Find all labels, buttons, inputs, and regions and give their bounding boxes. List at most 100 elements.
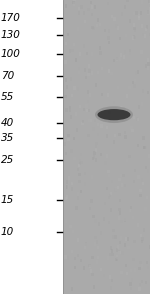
Bar <box>129 19 131 23</box>
Bar <box>117 107 120 111</box>
Bar <box>80 259 82 263</box>
Bar <box>91 255 94 259</box>
Bar <box>67 256 69 260</box>
Bar <box>109 253 111 256</box>
Bar <box>73 2 75 6</box>
Bar <box>121 12 123 16</box>
Bar <box>141 102 143 106</box>
Bar <box>89 204 92 208</box>
Bar <box>95 148 97 151</box>
Bar <box>123 56 125 59</box>
Bar <box>145 280 147 284</box>
Bar <box>88 69 91 73</box>
Bar <box>139 189 142 192</box>
Bar <box>71 94 74 97</box>
Bar <box>104 202 106 206</box>
Bar <box>78 66 80 70</box>
Bar <box>84 246 86 249</box>
Bar <box>110 246 112 250</box>
Bar <box>77 88 79 91</box>
Bar <box>71 253 74 257</box>
Bar <box>81 122 84 126</box>
Bar <box>133 36 136 39</box>
Bar <box>78 173 81 176</box>
Bar <box>126 159 128 163</box>
Text: 170: 170 <box>1 13 21 23</box>
Bar <box>80 161 83 164</box>
Bar <box>76 196 79 200</box>
Bar <box>72 49 74 52</box>
Bar <box>149 7 150 11</box>
Bar <box>65 108 68 112</box>
Bar <box>83 11 85 15</box>
Bar <box>109 275 111 279</box>
Bar <box>84 40 86 44</box>
Bar <box>143 146 146 149</box>
Bar <box>119 211 121 215</box>
Bar <box>98 222 100 226</box>
Bar <box>75 215 77 218</box>
Bar <box>120 106 122 109</box>
Bar <box>141 237 144 240</box>
Bar <box>101 93 103 96</box>
Bar <box>72 258 74 261</box>
Bar <box>139 260 142 264</box>
Bar <box>110 191 112 195</box>
Bar <box>145 28 147 31</box>
Bar <box>130 126 133 130</box>
Bar <box>83 108 85 111</box>
Text: 100: 100 <box>1 49 21 59</box>
Bar <box>107 256 109 260</box>
Bar <box>113 17 116 21</box>
Bar <box>78 163 80 167</box>
Bar <box>69 109 71 112</box>
Bar <box>146 196 148 199</box>
Bar <box>88 64 90 68</box>
Bar <box>125 264 127 267</box>
Bar <box>142 181 144 185</box>
Bar <box>133 240 136 243</box>
Bar <box>69 225 72 228</box>
Bar <box>112 235 114 239</box>
Bar <box>118 277 120 281</box>
Bar <box>87 73 90 76</box>
Bar <box>128 155 130 158</box>
Bar <box>136 117 138 121</box>
Bar <box>67 131 69 134</box>
Bar <box>124 218 126 221</box>
Bar <box>148 253 150 256</box>
Bar <box>73 43 75 46</box>
Bar <box>92 157 94 160</box>
Bar <box>67 25 69 28</box>
Bar <box>91 5 93 9</box>
Bar <box>97 71 99 74</box>
Bar <box>117 26 119 29</box>
Bar <box>136 188 138 191</box>
Bar <box>108 111 111 114</box>
Bar <box>120 173 122 177</box>
Bar <box>108 29 110 33</box>
Bar <box>74 265 76 269</box>
Bar <box>135 11 138 14</box>
Bar <box>140 11 142 15</box>
Bar <box>73 156 76 160</box>
Bar <box>147 266 149 269</box>
Bar <box>124 135 127 139</box>
Bar <box>107 36 110 40</box>
Bar <box>71 187 73 191</box>
Bar <box>101 143 103 146</box>
Bar <box>141 0 143 4</box>
Bar <box>76 27 79 31</box>
Bar <box>120 271 123 275</box>
Bar <box>128 245 130 249</box>
Bar <box>107 2 109 5</box>
Bar <box>88 110 90 114</box>
Bar <box>84 69 86 72</box>
Text: 40: 40 <box>1 118 14 128</box>
Bar <box>120 236 122 240</box>
Bar <box>88 109 90 112</box>
Bar <box>113 140 116 143</box>
Bar <box>63 0 150 294</box>
Bar <box>92 127 95 131</box>
Bar <box>148 0 150 3</box>
